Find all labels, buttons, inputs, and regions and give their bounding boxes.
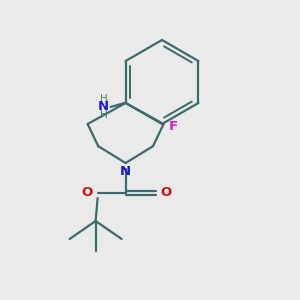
Text: F: F [169, 121, 178, 134]
Text: H: H [100, 110, 107, 120]
Text: H: H [100, 94, 107, 104]
Text: N: N [120, 165, 131, 178]
Text: O: O [160, 187, 172, 200]
Text: O: O [81, 187, 93, 200]
Text: N: N [98, 100, 109, 113]
